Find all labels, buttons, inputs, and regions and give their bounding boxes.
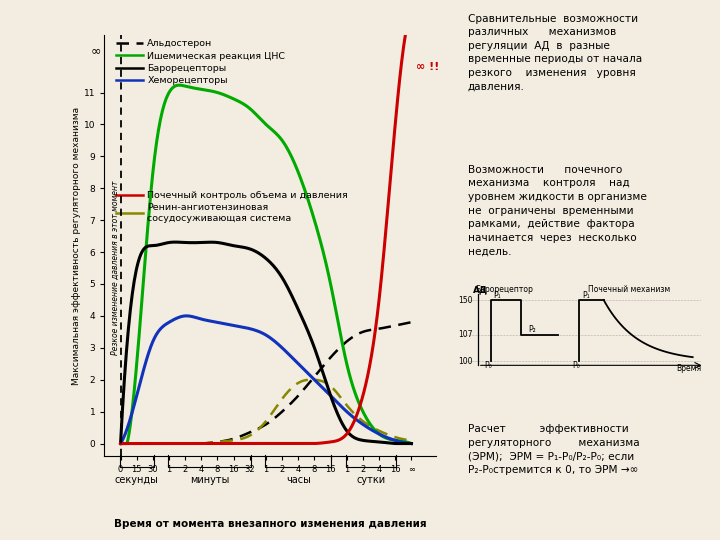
Text: P₀: P₀ [485, 361, 492, 370]
Text: АД: АД [473, 285, 487, 294]
X-axis label: Время от момента внезапного изменения давления: Время от момента внезапного изменения да… [114, 519, 426, 529]
Text: 100: 100 [459, 357, 473, 366]
Text: 107: 107 [459, 330, 473, 339]
Text: часы: часы [286, 475, 311, 485]
Text: 150: 150 [459, 295, 473, 305]
Text: Резкое изменение давления в этот момент: Резкое изменение давления в этот момент [110, 181, 120, 355]
Text: Почечный механизм: Почечный механизм [588, 285, 670, 294]
Text: сутки: сутки [356, 475, 385, 485]
Y-axis label: Максимальная эффективность регуляторного механизма: Максимальная эффективность регуляторного… [72, 106, 81, 385]
Text: ∞ !!: ∞ !! [416, 62, 440, 72]
Text: ∞: ∞ [91, 45, 102, 58]
Text: минуты: минуты [190, 475, 229, 485]
Text: Время: Время [676, 364, 701, 373]
Text: секунды: секунды [114, 475, 158, 485]
Text: P₁: P₁ [493, 291, 500, 300]
Text: P₁: P₁ [582, 291, 590, 300]
Text: Барорецептор: Барорецептор [476, 285, 534, 294]
Text: P₂: P₂ [528, 325, 536, 334]
Text: Сравнительные  возможности
различных      механизмов
регуляции  АД  в  разные
вр: Сравнительные возможности различных меха… [468, 14, 642, 92]
Text: Возможности      почечного
механизма    контроля    над
уровнем жидкости в орган: Возможности почечного механизма контроля… [468, 165, 647, 256]
Text: Расчет          эффективности
регуляторного        механизма
(ЭРМ);  ЭРМ = P₁-P₀: Расчет эффективности регуляторного механ… [468, 424, 639, 475]
Text: P₀: P₀ [572, 361, 580, 370]
Legend: Почечный контроль объема и давления, Ренин-ангиотензиновая
сосудосуживающая сист: Почечный контроль объема и давления, Рен… [112, 187, 352, 226]
